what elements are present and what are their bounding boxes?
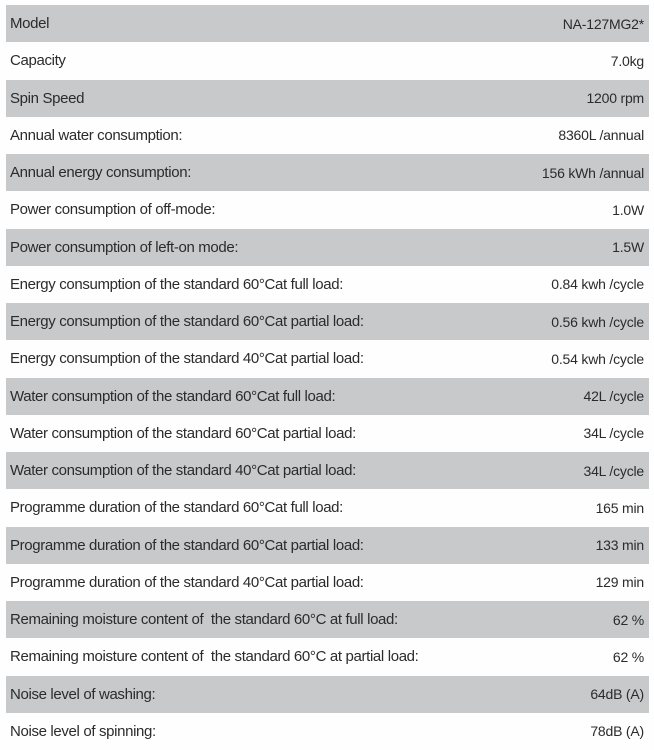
spec-label: Capacity: [10, 52, 66, 70]
spec-value: 0.54 kwh /cycle: [551, 350, 644, 367]
table-row: Remaining moisture content of the standa…: [6, 638, 649, 675]
table-row: Noise level of spinning: 78dB (A): [6, 713, 649, 750]
table-row: Capacity 7.0kg: [6, 42, 649, 79]
table-row: Power consumption of off-mode: 1.0W: [6, 191, 649, 228]
spec-label: Programme duration of the standard 40°Ca…: [10, 573, 364, 591]
spec-label: Spin Speed: [10, 89, 85, 107]
spec-value: 0.84 kwh /cycle: [551, 276, 644, 293]
table-row: Programme duration of the standard 60°Ca…: [6, 489, 649, 526]
spec-value: 1200 rpm: [586, 90, 644, 107]
spec-label: Annual energy consumption:: [10, 164, 192, 182]
spec-value: 34L /cycle: [583, 425, 644, 442]
spec-value: 156 kWh /annual: [541, 164, 644, 181]
spec-value: 129 min: [595, 574, 645, 591]
spec-label: Power consumption of left-on mode:: [10, 238, 239, 256]
table-row: Energy consumption of the standard 40°Ca…: [6, 340, 649, 377]
spec-value: 42L /cycle: [583, 388, 644, 405]
spec-value: NA-127MG2*: [562, 15, 644, 32]
spec-value: 62 %: [612, 648, 644, 665]
spec-label: Model: [10, 15, 50, 33]
spec-label: Remaining moisture content of the standa…: [10, 611, 398, 629]
spec-label: Energy consumption of the standard 60°Ca…: [10, 275, 344, 293]
spec-value: 78dB (A): [590, 723, 644, 740]
table-row: Annual energy consumption: 156 kWh /annu…: [6, 154, 649, 192]
spec-label: Noise level of washing:: [10, 685, 156, 703]
spec-value: 165 min: [595, 499, 645, 516]
table-row: Power consumption of left-on mode: 1.5W: [6, 228, 649, 266]
spec-table: Model NA-127MG2* Capacity 7.0kg Spin Spe…: [6, 5, 649, 750]
table-row: Energy consumption of the standard 60°Ca…: [6, 266, 649, 303]
spec-label: Programme duration of the standard 60°Ca…: [10, 499, 343, 517]
spec-value: 1.5W: [612, 239, 644, 256]
spec-value: 133 min: [595, 537, 645, 554]
table-row: Noise level of washing: 64dB (A): [6, 675, 649, 713]
table-row: Energy consumption of the standard 60°Ca…: [6, 303, 649, 341]
table-row: Water consumption of the standard 40°Cat…: [6, 452, 649, 490]
spec-label: Noise level of spinning:: [10, 722, 156, 740]
spec-value: 0.56 kwh /cycle: [551, 313, 644, 330]
spec-label: Energy consumption of the standard 60°Ca…: [10, 313, 364, 331]
table-row: Spin Speed 1200 rpm: [6, 79, 649, 117]
table-row: Remaining moisture content of the standa…: [6, 601, 649, 639]
spec-value: 1.0W: [612, 201, 644, 218]
spec-label: Programme duration of the standard 60°Ca…: [10, 536, 364, 554]
spec-value: 64dB (A): [590, 686, 644, 703]
table-row: Programme duration of the standard 60°Ca…: [6, 526, 649, 564]
spec-label: Water consumption of the standard 60°Cat…: [10, 424, 356, 442]
spec-value: 7.0kg: [610, 52, 644, 69]
table-row: Annual water consumption: 8360L /annual: [6, 117, 649, 154]
table-row: Programme duration of the standard 40°Ca…: [6, 564, 649, 601]
spec-label: Power consumption of off-mode:: [10, 201, 216, 219]
spec-label: Remaining moisture content of the standa…: [10, 648, 419, 666]
spec-label: Energy consumption of the standard 40°Ca…: [10, 350, 364, 368]
spec-value: 62 %: [612, 611, 644, 628]
spec-value: 8360L /annual: [558, 127, 644, 144]
table-row: Model NA-127MG2*: [6, 5, 649, 43]
spec-label: Water consumption of the standard 60°Cat…: [10, 387, 336, 405]
spec-label: Annual water consumption:: [10, 126, 183, 144]
spec-label: Water consumption of the standard 40°Cat…: [10, 462, 356, 480]
table-row: Water consumption of the standard 60°Cat…: [6, 377, 649, 415]
spec-value: 34L /cycle: [583, 462, 644, 479]
table-row: Water consumption of the standard 60°Cat…: [6, 415, 649, 452]
